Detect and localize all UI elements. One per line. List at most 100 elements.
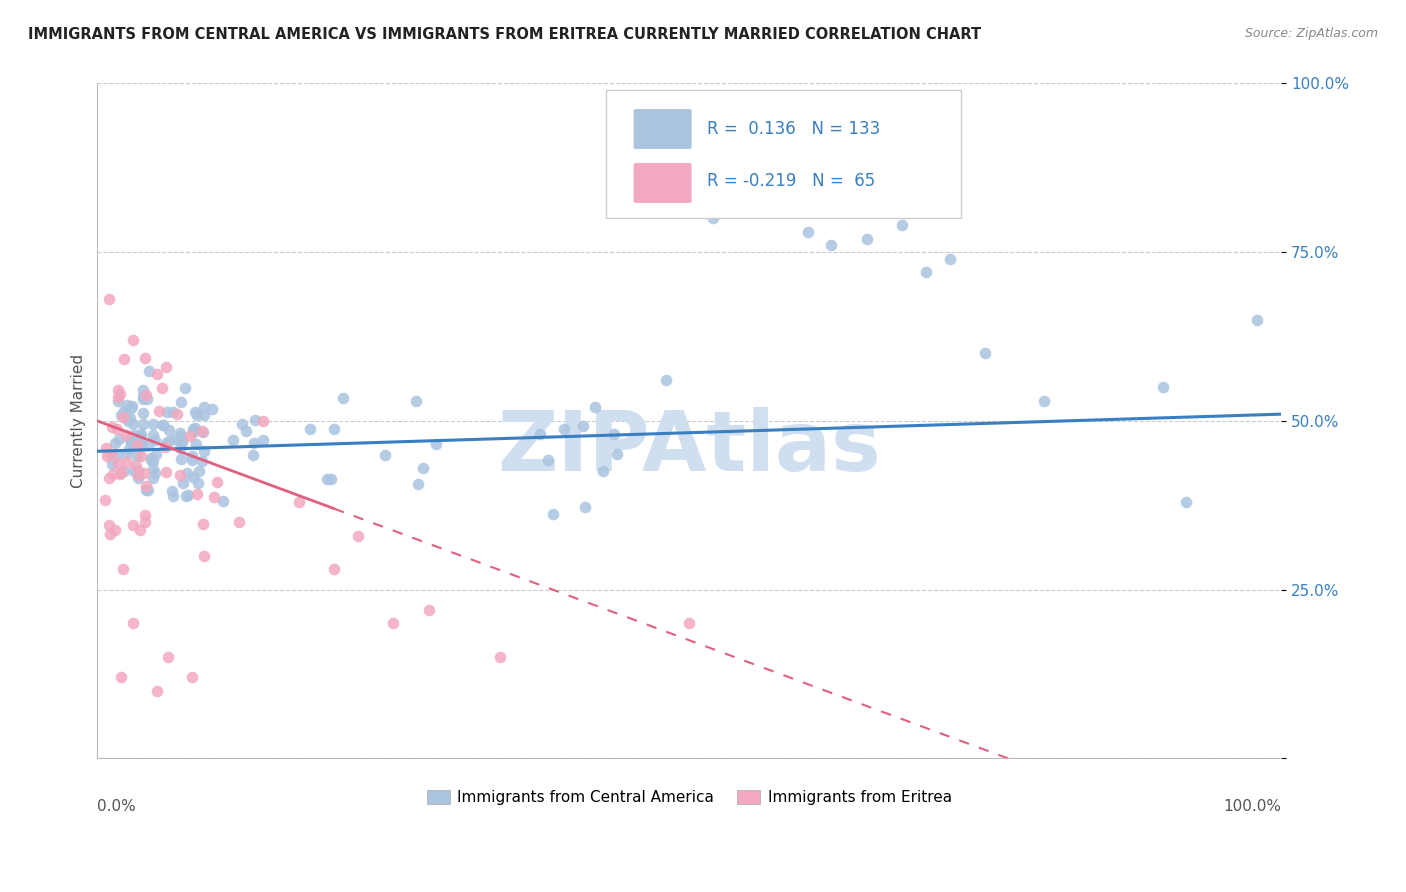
- Point: [176, 466, 198, 480]
- Point: [938, 252, 960, 266]
- Point: [157, 423, 180, 437]
- Point: [110, 466, 132, 480]
- Point: [382, 616, 405, 631]
- Text: R = -0.219   N =  65: R = -0.219 N = 65: [707, 172, 875, 190]
- Point: [136, 392, 159, 407]
- Point: [101, 420, 124, 434]
- Point: [242, 448, 264, 462]
- Point: [110, 670, 132, 684]
- Point: [915, 265, 938, 279]
- Point: [127, 449, 149, 463]
- Point: [125, 433, 148, 447]
- Point: [145, 467, 167, 481]
- Point: [134, 351, 156, 365]
- Point: [94, 441, 117, 455]
- Point: [181, 449, 204, 463]
- Point: [101, 457, 124, 471]
- Point: [125, 438, 148, 452]
- Point: [184, 437, 207, 451]
- Point: [170, 432, 193, 446]
- Point: [1246, 312, 1268, 326]
- Point: [183, 405, 205, 419]
- Point: [122, 417, 145, 432]
- Point: [191, 517, 214, 532]
- Point: [252, 414, 274, 428]
- Point: [108, 432, 131, 446]
- Point: [408, 476, 430, 491]
- Point: [155, 436, 177, 450]
- Point: [169, 441, 191, 455]
- Y-axis label: Currently Married: Currently Married: [72, 354, 86, 488]
- Point: [135, 483, 157, 497]
- Point: [124, 464, 146, 478]
- Point: [891, 218, 914, 232]
- Point: [142, 428, 165, 442]
- Point: [243, 435, 266, 450]
- Point: [135, 479, 157, 493]
- Point: [678, 616, 700, 631]
- Point: [188, 464, 211, 478]
- Point: [121, 616, 143, 631]
- Point: [125, 459, 148, 474]
- Point: [118, 442, 141, 456]
- Point: [107, 456, 129, 470]
- Point: [186, 408, 208, 422]
- Point: [228, 515, 250, 529]
- Point: [205, 475, 228, 489]
- Point: [193, 443, 215, 458]
- Point: [603, 427, 626, 442]
- Point: [139, 453, 162, 467]
- Point: [132, 406, 155, 420]
- Point: [180, 453, 202, 467]
- Point: [974, 346, 997, 360]
- Point: [129, 427, 152, 442]
- Point: [190, 424, 212, 438]
- Point: [107, 390, 129, 404]
- Point: [122, 428, 145, 442]
- Point: [737, 178, 759, 192]
- Point: [160, 484, 183, 499]
- Point: [134, 515, 156, 529]
- FancyBboxPatch shape: [606, 90, 962, 219]
- Point: [107, 394, 129, 409]
- Point: [418, 603, 440, 617]
- Point: [702, 211, 724, 226]
- Point: [529, 427, 551, 442]
- Point: [129, 427, 152, 442]
- Point: [212, 494, 235, 508]
- Point: [120, 401, 142, 415]
- Point: [162, 404, 184, 418]
- Point: [129, 523, 152, 537]
- Point: [105, 422, 128, 436]
- Point: [315, 472, 337, 486]
- Text: 100.0%: 100.0%: [1223, 799, 1281, 814]
- Point: [112, 404, 135, 418]
- Point: [142, 417, 165, 431]
- Point: [184, 420, 207, 434]
- Point: [374, 448, 396, 462]
- Point: [170, 434, 193, 449]
- Point: [425, 437, 447, 451]
- Point: [1033, 393, 1056, 408]
- Point: [97, 518, 120, 533]
- Point: [170, 395, 193, 409]
- Point: [98, 527, 121, 541]
- Point: [176, 488, 198, 502]
- Point: [321, 472, 343, 486]
- Point: [1152, 380, 1174, 394]
- Point: [127, 468, 149, 483]
- Text: IMMIGRANTS FROM CENTRAL AMERICA VS IMMIGRANTS FROM ERITREA CURRENTLY MARRIED COR: IMMIGRANTS FROM CENTRAL AMERICA VS IMMIG…: [28, 27, 981, 42]
- Point: [332, 391, 354, 405]
- Point: [152, 417, 174, 432]
- Point: [121, 435, 143, 450]
- Point: [131, 440, 153, 454]
- Point: [138, 483, 160, 498]
- Point: [537, 453, 560, 467]
- Legend: Immigrants from Central America, Immigrants from Eritrea: Immigrants from Central America, Immigra…: [420, 784, 957, 812]
- Point: [820, 238, 842, 252]
- Point: [299, 421, 322, 435]
- Point: [654, 373, 676, 387]
- Point: [145, 367, 167, 381]
- Point: [193, 408, 215, 422]
- Point: [155, 465, 177, 479]
